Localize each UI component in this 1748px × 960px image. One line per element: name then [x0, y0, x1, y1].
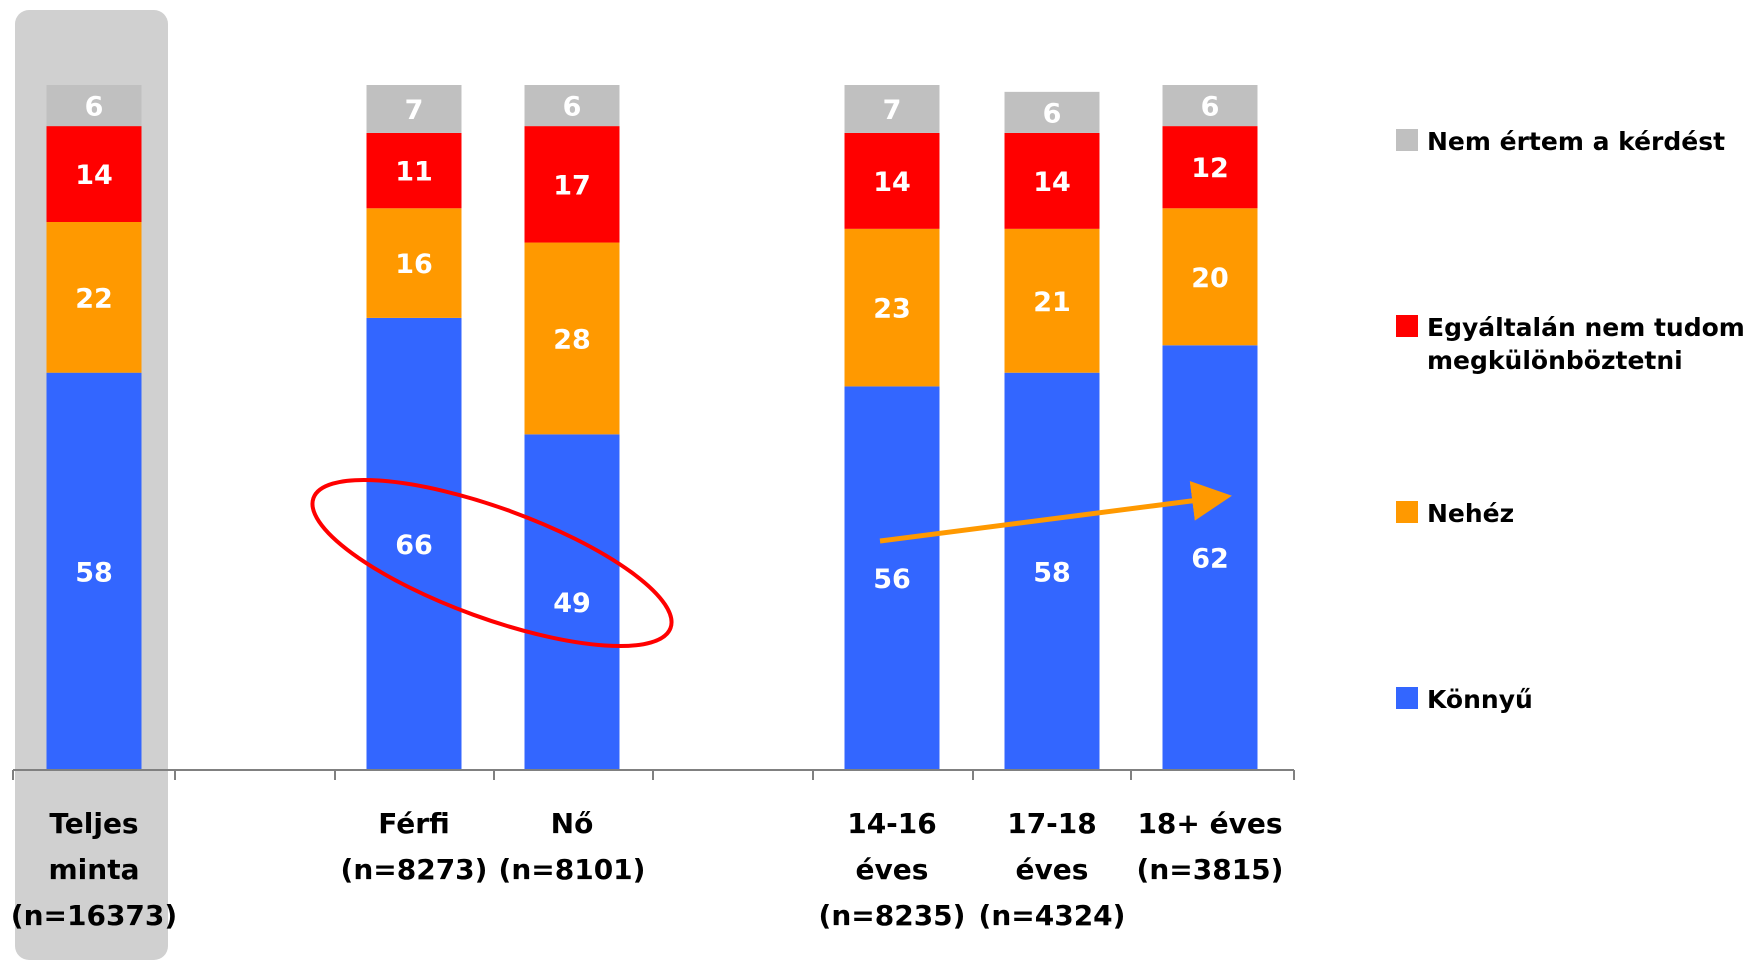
bar-f-rfi-neh-z	[366, 208, 462, 318]
bar-14-16-neh-z	[844, 228, 940, 387]
bar-n-neh-z	[524, 242, 620, 435]
data-label-f-rfi-k-nny: 66	[395, 530, 433, 561]
bar-18-ves-egy-ltal-n-nem-tudom-megk-l-nb-ztetni	[1162, 126, 1258, 209]
category-label-f-rfi: (n=8273)	[341, 853, 488, 886]
data-label-18-ves-neh-z: 20	[1191, 263, 1229, 294]
data-label-teljes-neh-z: 22	[75, 283, 113, 314]
legend-swatch-k-nny	[1396, 687, 1418, 709]
category-label-18-ves: 18+ éves	[1137, 807, 1282, 840]
bar-14-16-nem-rtem-a-k-rd-st	[844, 85, 940, 133]
data-label-n-k-nny: 49	[553, 588, 591, 619]
category-label-14-16: (n=8235)	[819, 899, 966, 932]
bar-18-ves-k-nny	[1162, 345, 1258, 770]
data-label-f-rfi-nem-rtem-a-k-rd-st: 7	[405, 95, 424, 126]
legend-swatch-neh-z	[1396, 501, 1418, 523]
trend-arrow-annotation	[879, 480, 1232, 544]
bar-f-rfi-k-nny	[366, 317, 462, 770]
data-label-14-16-egy-ltal-n-nem-tudom-megk-l-nb-ztetni: 14	[873, 167, 911, 198]
legend-label-egy-ltal-n-nem-tudom-megk-l-nb-ztetni: Egyáltalán nem tudom	[1427, 313, 1745, 342]
data-label-14-16-nem-rtem-a-k-rd-st: 7	[883, 95, 902, 126]
bar-n-nem-rtem-a-k-rd-st	[524, 85, 620, 127]
legend-swatch-egy-ltal-n-nem-tudom-megk-l-nb-ztetni	[1396, 315, 1418, 337]
bar-17-18-nem-rtem-a-k-rd-st	[1004, 91, 1100, 133]
data-label-n-neh-z: 28	[553, 324, 591, 355]
bar-f-rfi-nem-rtem-a-k-rd-st	[366, 85, 462, 133]
bar-17-18-egy-ltal-n-nem-tudom-megk-l-nb-ztetni	[1004, 132, 1100, 229]
data-label-teljes-nem-rtem-a-k-rd-st: 6	[85, 92, 104, 123]
data-label-18-ves-k-nny: 62	[1191, 544, 1229, 575]
data-label-f-rfi-neh-z: 16	[395, 249, 433, 280]
category-label-n: Nő	[551, 807, 594, 840]
category-label-teljes: Teljes	[49, 807, 138, 840]
category-label-18-ves: (n=3815)	[1137, 853, 1284, 886]
legend-label-egy-ltal-n-nem-tudom-megk-l-nb-ztetni: megkülönböztetni	[1427, 346, 1683, 375]
data-label-14-16-k-nny: 56	[873, 564, 911, 595]
category-label-17-18: (n=4324)	[979, 899, 1126, 932]
data-label-17-18-k-nny: 58	[1033, 557, 1071, 588]
bar-teljes-k-nny	[46, 372, 142, 770]
category-label-14-16: 14-16	[847, 807, 937, 840]
data-label-teljes-k-nny: 58	[75, 557, 113, 588]
data-label-17-18-egy-ltal-n-nem-tudom-megk-l-nb-ztetni: 14	[1033, 167, 1071, 198]
data-label-18-ves-nem-rtem-a-k-rd-st: 6	[1201, 92, 1220, 123]
category-label-17-18: 17-18	[1007, 807, 1097, 840]
category-label-f-rfi: Férfi	[378, 807, 450, 840]
bar-n-egy-ltal-n-nem-tudom-megk-l-nb-ztetni	[524, 126, 620, 243]
category-label-14-16: éves	[856, 853, 929, 886]
data-label-17-18-nem-rtem-a-k-rd-st: 6	[1043, 98, 1062, 129]
data-label-f-rfi-egy-ltal-n-nem-tudom-megk-l-nb-ztetni: 11	[395, 157, 433, 188]
data-label-17-18-neh-z: 21	[1033, 287, 1071, 318]
bar-17-18-k-nny	[1004, 372, 1100, 770]
bar-teljes-nem-rtem-a-k-rd-st	[46, 85, 142, 127]
category-label-n: (n=8101)	[499, 853, 646, 886]
bar-teljes-egy-ltal-n-nem-tudom-megk-l-nb-ztetni	[46, 126, 142, 222]
data-label-n-egy-ltal-n-nem-tudom-megk-l-nb-ztetni: 17	[553, 170, 591, 201]
data-label-14-16-neh-z: 23	[873, 294, 911, 325]
bar-teljes-neh-z	[46, 222, 142, 373]
legend-label-nem-rtem-a-k-rd-st: Nem értem a kérdést	[1427, 127, 1725, 156]
legend-label-k-nny: Könnyű	[1427, 685, 1533, 714]
bar-14-16-egy-ltal-n-nem-tudom-megk-l-nb-ztetni	[844, 132, 940, 229]
data-label-teljes-egy-ltal-n-nem-tudom-megk-l-nb-ztetni: 14	[75, 160, 113, 191]
bar-18-ves-nem-rtem-a-k-rd-st	[1162, 85, 1258, 127]
bar-14-16-k-nny	[844, 386, 940, 770]
bar-f-rfi-egy-ltal-n-nem-tudom-megk-l-nb-ztetni	[366, 132, 462, 209]
category-label-teljes: (n=16373)	[11, 899, 177, 932]
category-label-teljes: minta	[49, 853, 140, 886]
highlight-ellipse-annotation	[310, 477, 674, 649]
data-label-18-ves-egy-ltal-n-nem-tudom-megk-l-nb-ztetni: 12	[1191, 153, 1229, 184]
bar-18-ves-neh-z	[1162, 208, 1258, 346]
bar-17-18-neh-z	[1004, 228, 1100, 373]
category-label-17-18: éves	[1016, 853, 1089, 886]
bar-n-k-nny	[524, 434, 620, 770]
data-label-n-nem-rtem-a-k-rd-st: 6	[563, 92, 582, 123]
legend-label-neh-z: Nehéz	[1427, 499, 1514, 528]
legend-swatch-nem-rtem-a-k-rd-st	[1396, 129, 1418, 151]
